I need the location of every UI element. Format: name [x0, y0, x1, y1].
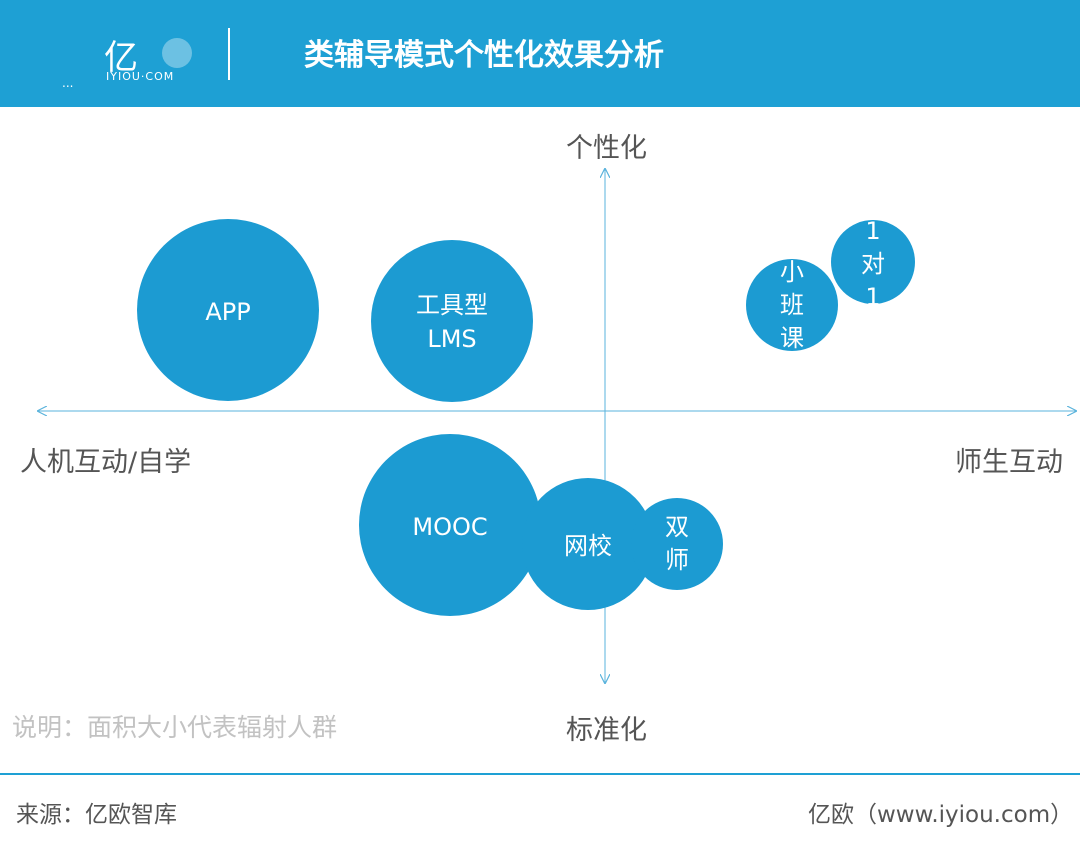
bubble-online-school: 网校	[522, 478, 654, 610]
bubble-label: 课	[780, 324, 804, 352]
bubble-label: 1	[865, 283, 880, 311]
bubble-label: 双	[665, 513, 689, 541]
bubble-label: 网校	[564, 532, 612, 560]
header-bar: 亿 IYIOU·COM ... 类辅导模式个性化效果分析	[0, 0, 1080, 107]
bubble-tool-lms: 工具型 LMS	[371, 240, 533, 402]
axis-label-bottom: 标准化	[566, 715, 647, 746]
bubble-one-on-one: 1 对 1	[831, 217, 915, 311]
logo-subtext: IYIOU·COM	[106, 70, 175, 83]
source-text: 来源：亿欧智库	[16, 802, 177, 828]
page-title: 类辅导模式个性化效果分析	[304, 38, 664, 73]
logo-dot-icon	[162, 38, 192, 68]
header-separator	[228, 28, 230, 80]
axis-label-right: 师生互动	[955, 447, 1063, 478]
legend-note: 说明：面积大小代表辐射人群	[12, 713, 338, 742]
bubble-label: 1	[865, 217, 880, 245]
logo-mark: 亿	[104, 38, 140, 78]
bubble-small-class: 小 班 课	[746, 258, 838, 352]
bubble-app: APP	[137, 219, 319, 401]
bubble-mooc: MOOC	[359, 434, 541, 616]
logo: 亿 IYIOU·COM ...	[62, 26, 202, 92]
bubble-dual-teacher: 双 师	[631, 498, 723, 590]
quadrant-diagram: APP 工具型 LMS 小 班 课 1 对 1 MOOC 网校 双 师	[0, 107, 1080, 727]
bubble-label: APP	[205, 298, 250, 326]
bubble-label: 班	[780, 291, 804, 319]
brand-link: 亿欧（www.iyiou.com）	[808, 802, 1074, 828]
bubble-label: 对	[861, 250, 885, 278]
footer-divider	[0, 773, 1080, 775]
logo-ellipsis: ...	[62, 76, 74, 90]
bubble-label: 工具型	[416, 291, 488, 319]
bubble-label: 小	[780, 258, 804, 286]
bubble-label: 师	[665, 546, 689, 574]
axis-label-left: 人机互动/自学	[20, 447, 192, 478]
bubble-label: LMS	[427, 325, 476, 353]
axis-label-top: 个性化	[566, 133, 647, 164]
bubble-label: MOOC	[412, 513, 487, 541]
